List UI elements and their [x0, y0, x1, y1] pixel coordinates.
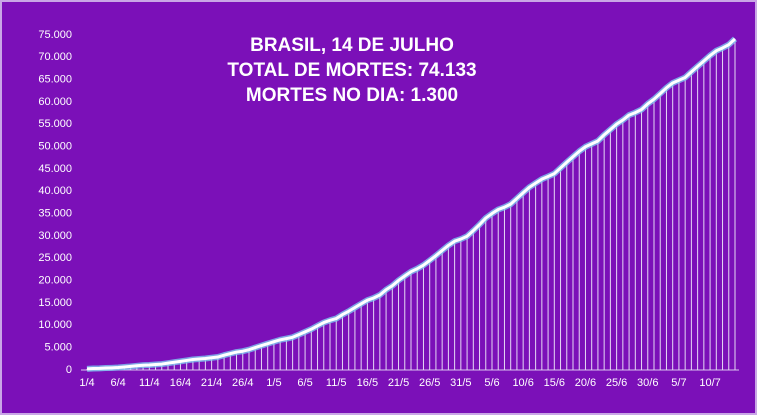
y-tick-label: 35.000: [38, 208, 72, 220]
x-tick-label: 6/5: [297, 377, 312, 389]
y-tick-label: 50.000: [38, 141, 72, 153]
y-tick-label: 15.000: [38, 297, 72, 309]
x-tick-label: 21/4: [201, 377, 222, 389]
y-tick-label: 60.000: [38, 96, 72, 108]
x-tick-label: 16/4: [170, 377, 191, 389]
chart-subtitle: MORTES NO DIA: 1.300: [246, 85, 458, 106]
x-tick-label: 21/5: [388, 377, 409, 389]
x-tick-label: 10/7: [699, 377, 720, 389]
x-tick-label: 1/5: [266, 377, 281, 389]
y-tick-label: 40.000: [38, 185, 72, 197]
x-tick-label: 26/4: [232, 377, 253, 389]
chart-subtitle: TOTAL DE MORTES: 74.133: [227, 60, 476, 81]
y-tick-label: 45.000: [38, 163, 72, 175]
y-tick-label: 5.000: [44, 342, 72, 354]
x-tick-label: 10/6: [512, 377, 533, 389]
y-tick-label: 55.000: [38, 118, 72, 130]
chart-title: BRASIL, 14 DE JULHO: [250, 35, 454, 56]
x-tick-label: 30/6: [637, 377, 658, 389]
x-tick-label: 5/7: [671, 377, 686, 389]
y-tick-label: 0: [66, 364, 72, 376]
y-tick-label: 25.000: [38, 252, 72, 264]
y-tick-label: 70.000: [38, 51, 72, 63]
x-tick-label: 31/5: [450, 377, 471, 389]
x-tick-label: 16/5: [357, 377, 378, 389]
y-tick-label: 20.000: [38, 275, 72, 287]
y-tick-label: 75.000: [38, 29, 72, 41]
y-tick-label: 30.000: [38, 230, 72, 242]
x-tick-label: 1/4: [79, 377, 94, 389]
x-tick-label: 11/5: [326, 377, 347, 389]
x-tick-label: 6/4: [111, 377, 126, 389]
y-tick-label: 10.000: [38, 319, 72, 331]
line: [86, 37, 737, 371]
x-tick-label: 26/5: [419, 377, 440, 389]
x-tick-label: 25/6: [606, 377, 627, 389]
x-tick-label: 20/6: [575, 377, 596, 389]
x-tick-label: 5/6: [484, 377, 499, 389]
y-tick-label: 65.000: [38, 74, 72, 86]
x-tick-label: 15/6: [544, 377, 565, 389]
x-tick-label: 11/4: [139, 377, 160, 389]
